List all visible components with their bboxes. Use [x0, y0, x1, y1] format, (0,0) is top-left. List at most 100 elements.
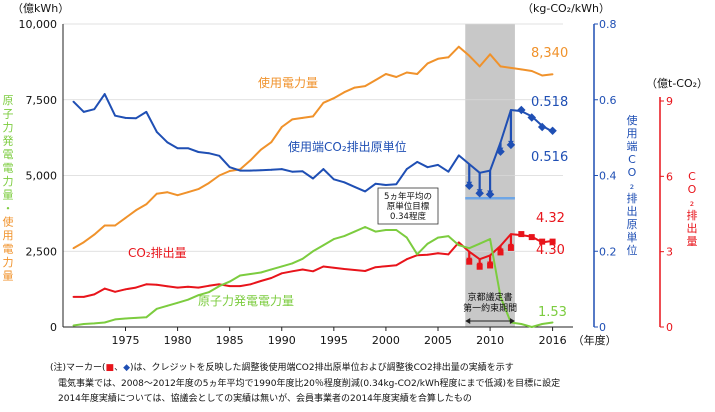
vertical-label-char: ₂	[690, 196, 694, 209]
series-point	[270, 168, 273, 171]
series-point	[374, 182, 377, 185]
vertical-label-char: 量	[687, 235, 698, 248]
series-point	[207, 182, 210, 184]
target-callout-line: 0.34程度	[390, 211, 426, 222]
vertical-label-char: 用	[3, 229, 14, 242]
vertical-label-char: 出	[687, 221, 698, 235]
series-point	[530, 70, 533, 72]
series-point	[260, 280, 262, 282]
series-point	[155, 283, 158, 286]
series-point	[405, 258, 408, 261]
series-point	[374, 266, 377, 269]
series-point	[114, 290, 116, 293]
series-point	[239, 285, 241, 287]
note-separator: 、	[114, 363, 123, 373]
x-tick-label: 2000	[372, 334, 400, 347]
series-point	[260, 169, 262, 172]
series-point	[478, 65, 481, 68]
vertical-label-char: 排	[627, 191, 638, 205]
series-point	[239, 274, 241, 277]
series-point	[405, 168, 408, 170]
vertical-label-char: 電	[3, 243, 14, 256]
series-point	[489, 238, 491, 241]
series-point	[124, 288, 127, 291]
vertical-label-char: 量	[3, 270, 14, 283]
series-point	[166, 141, 169, 144]
series-point	[530, 326, 533, 328]
series-point	[405, 236, 408, 239]
series-point	[228, 170, 231, 172]
series-point	[249, 169, 252, 172]
series-point	[135, 117, 137, 120]
series-point	[447, 170, 450, 173]
intensity-adjusted-2016-value: 0.518	[531, 95, 568, 110]
right1-tick-label: 0.4	[599, 170, 617, 183]
co2-adjusted-square	[528, 234, 535, 241]
series-point	[343, 91, 346, 94]
series-point	[145, 283, 148, 286]
target-callout-line: 原単位目標	[387, 201, 430, 212]
left-tick-label: 0	[50, 321, 57, 334]
left-tick-label: 7,500	[26, 94, 58, 107]
series-point	[114, 224, 116, 227]
series-point	[395, 76, 398, 78]
series-point	[374, 230, 377, 233]
x-tick-label: 1995	[320, 334, 348, 347]
vertical-label-char: 電	[3, 148, 14, 161]
series-point	[364, 85, 366, 88]
x-tick-label: 1985	[216, 334, 244, 347]
series-point	[228, 280, 231, 283]
series-point	[301, 117, 304, 119]
series-point	[176, 194, 179, 197]
vertical-label-char: 排	[687, 208, 698, 222]
series-point	[187, 191, 189, 194]
series-point	[72, 100, 75, 103]
series-point	[457, 244, 460, 247]
series-point	[395, 264, 398, 267]
series-point	[478, 242, 481, 245]
left-tick-label: 2,500	[26, 245, 58, 258]
series-point	[176, 301, 179, 304]
series-point	[395, 229, 398, 231]
vertical-label-char: ・	[3, 202, 14, 215]
intensity-adjusted-diamond	[506, 140, 516, 150]
series-point	[176, 147, 179, 150]
series-point	[197, 286, 200, 289]
vertical-label-char: C	[688, 170, 696, 183]
note-diamond-marker: ◆	[123, 363, 130, 373]
right1-tick-label: 0.6	[599, 94, 617, 107]
series-point	[197, 294, 200, 297]
x-tick-label: 2005	[424, 334, 452, 347]
series-point	[385, 73, 387, 75]
x-axis-unit: （年度）	[573, 333, 617, 347]
series-point	[218, 154, 221, 157]
x-tick-label: 2010	[476, 334, 504, 347]
series-point	[520, 323, 523, 325]
series-point	[124, 217, 127, 219]
series-point	[447, 235, 450, 238]
series-point	[343, 181, 346, 184]
series-point	[270, 277, 273, 279]
vertical-label-char: 量	[3, 189, 14, 202]
usage-series-label: 使用電力量	[258, 75, 318, 90]
series-point	[322, 101, 325, 104]
kyoto-label-line: 京都議定書	[468, 291, 513, 303]
x-tick-label: 1990	[268, 334, 296, 347]
series-point	[103, 321, 106, 324]
kyoto-arrowhead-left	[465, 318, 471, 324]
left-axis-unit: （億kWh）	[12, 2, 69, 15]
series-point	[207, 291, 210, 294]
series-point	[343, 268, 346, 270]
note-square-marker: ■	[106, 363, 115, 373]
series-point	[280, 265, 283, 268]
right2-axis-unit: （億t-CO₂）	[646, 77, 708, 90]
series-point	[457, 241, 460, 244]
series-point	[416, 73, 419, 75]
series-point	[312, 270, 314, 273]
co2-adjusted-square	[507, 244, 514, 251]
series-point	[260, 271, 262, 274]
series-point	[280, 126, 283, 128]
series-point	[437, 252, 439, 255]
series-point	[332, 97, 335, 100]
intensity-adjusted-diamond	[475, 189, 484, 198]
